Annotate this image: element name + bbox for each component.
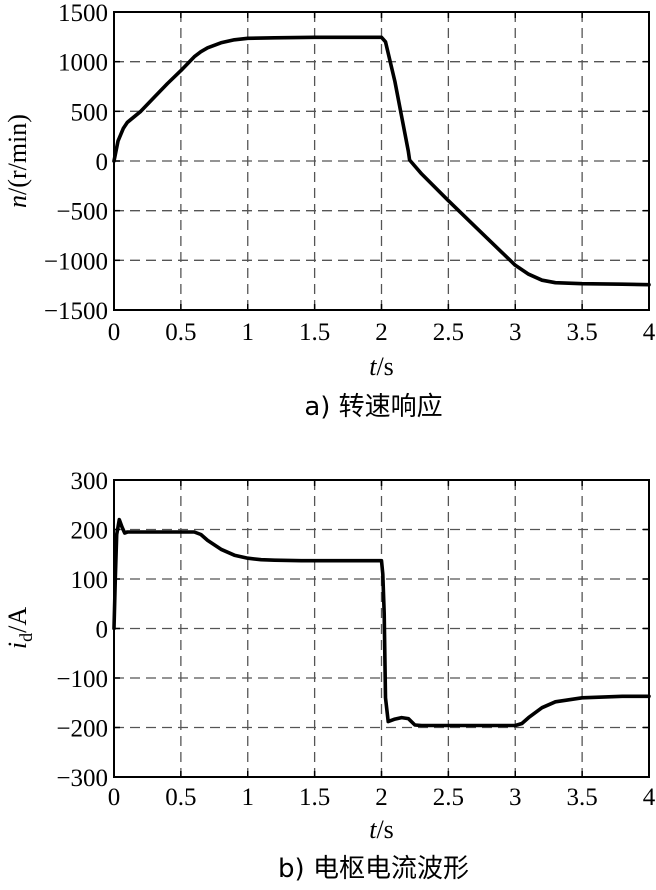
- x-tick-label: 0: [108, 784, 121, 811]
- y-tick-label: 0: [96, 617, 109, 644]
- x-tick-label: 1.5: [299, 319, 330, 346]
- y-tick-label: −200: [56, 716, 108, 743]
- y-tick-label: 500: [71, 99, 109, 126]
- x-tick-label: 0: [108, 319, 121, 346]
- x-axis-label: t/s: [369, 352, 394, 381]
- y-tick-label: 1000: [58, 50, 108, 77]
- x-tick-label: 3: [509, 784, 522, 811]
- y-axis-label: id/A: [3, 607, 36, 649]
- y-tick-label: −300: [56, 765, 108, 792]
- y-tick-label: 0: [96, 149, 109, 176]
- series-line: [112, 517, 651, 728]
- x-tick-label: 2.5: [433, 319, 464, 346]
- chart-panel-a: 0 0.5 1 1.5 2 2.5 3 3.5 4 1500 1000 500 0 −500 −1000 −1…: [3, 0, 656, 422]
- x-tick-label: 4: [643, 784, 656, 811]
- x-tick-label: 4: [643, 319, 656, 346]
- y-tick-label: 300: [71, 468, 109, 495]
- chart-caption: b) 电枢电流波形: [278, 854, 469, 884]
- x-tick-label: 2: [375, 319, 388, 346]
- chart-panel-b: 0 0.5 1 1.5 2 2.5 3 3.5 4 300 200 100 0 −100 −200 −300 t…: [3, 468, 656, 884]
- series-line: [112, 35, 651, 287]
- x-tick-label: 3.5: [567, 319, 598, 346]
- y-tick-label: −1500: [44, 298, 108, 325]
- x-tick-label: 1.5: [299, 784, 330, 811]
- y-tick-label: 100: [71, 567, 109, 594]
- y-tick-label: −500: [56, 199, 108, 226]
- chart-caption: a) 转速响应: [304, 392, 442, 422]
- x-tick-label: 3: [509, 319, 522, 346]
- x-tick-label: 0.5: [165, 784, 196, 811]
- x-tick-label: 1: [242, 784, 255, 811]
- y-tick-label: 1500: [58, 0, 108, 27]
- y-tick-label: 200: [71, 518, 109, 545]
- y-axis-label: n/(r/min): [3, 114, 32, 208]
- x-tick-label: 1: [242, 319, 255, 346]
- x-tick-label: 2: [375, 784, 388, 811]
- y-tick-label: −100: [56, 666, 108, 693]
- x-tick-label: 2.5: [433, 784, 464, 811]
- x-axis-label: t/s: [369, 815, 394, 844]
- y-tick-label: −1000: [44, 248, 108, 275]
- x-tick-label: 0.5: [165, 319, 196, 346]
- x-tick-label: 3.5: [567, 784, 598, 811]
